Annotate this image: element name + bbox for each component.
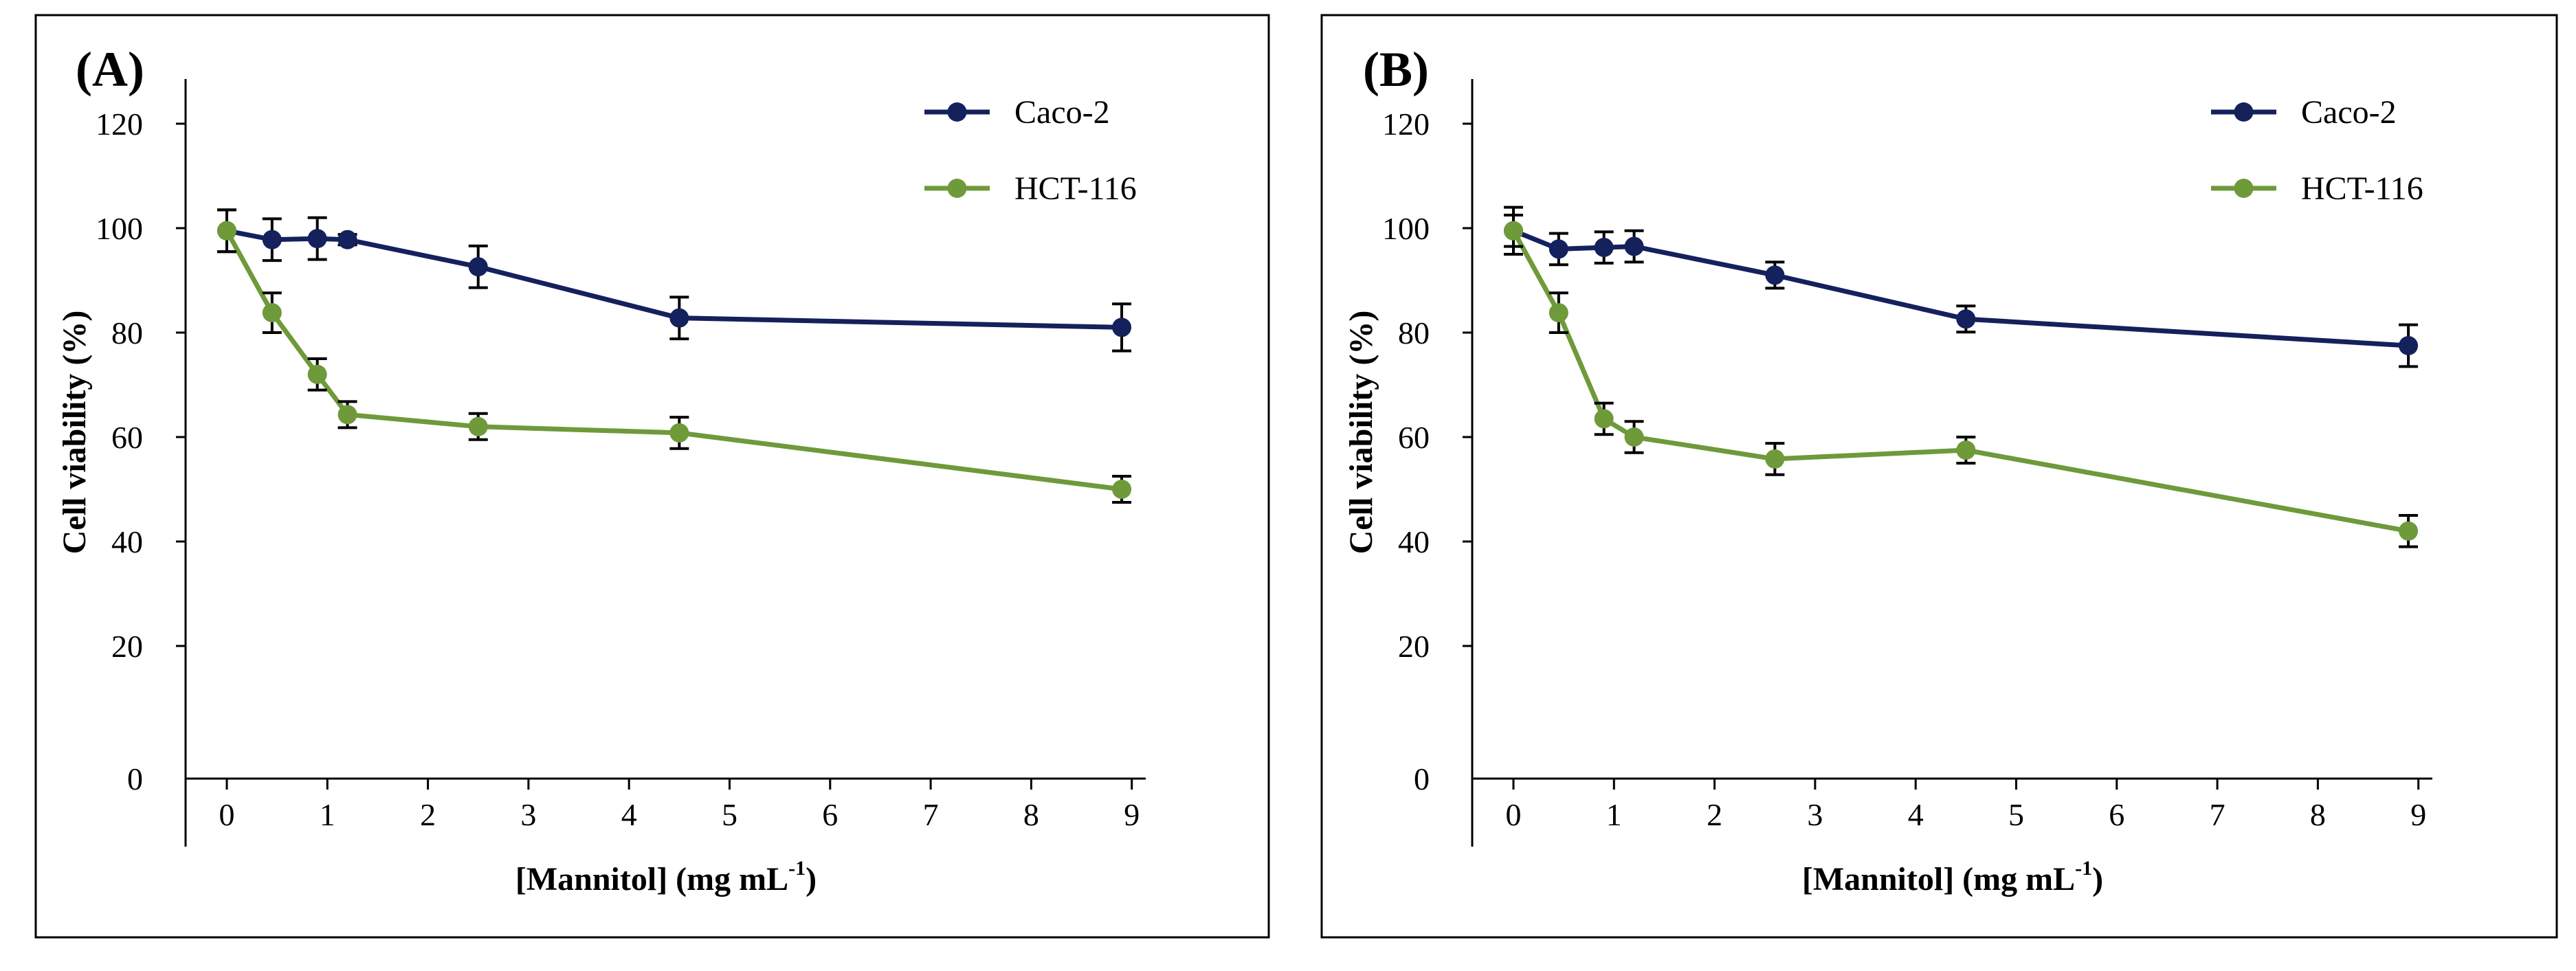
panel-a-x-tick-label: 8 [1023, 797, 1039, 832]
panel-a-x-tick-label: 9 [1124, 797, 1140, 832]
panel-b-caco-2-line [1512, 228, 2409, 348]
panel-b-x-tick-label: 3 [1807, 797, 1823, 832]
panel-b-x-tick-label: 1 [1606, 797, 1622, 832]
panel-a-x-axis-title: [Mannitol] (mg mL-1) [515, 857, 817, 897]
panel-a-caco-2-point [337, 230, 357, 249]
panel-a: (A) 0 20 40 60 80 100 120 0 1 2 3 4 5 6 7 8 9 Cell viab… [34, 14, 1270, 939]
panel-b-caco-2-point [2399, 336, 2419, 355]
panel-b-x-tick-label: 5 [2008, 797, 2024, 832]
panel-a-hct-116-point [307, 364, 327, 384]
panel-b-caco-2-point [1594, 238, 1614, 258]
panel-b-y-axis-title: Cell viability (%) [1343, 311, 1379, 555]
panel-b-y-tick-label: 80 [1398, 315, 1430, 350]
panel-b-y-tick-label: 20 [1398, 629, 1430, 664]
panel-b-hct-116-point [1594, 409, 1614, 429]
panel-b-x-tick-label: 4 [1908, 797, 1924, 832]
panel-b-hct-116-point [1765, 449, 1785, 469]
panel-b-caco-2-point [1956, 309, 1976, 329]
panel-b-hct-116-point [1548, 303, 1568, 323]
panel-a-caco-2-point [468, 257, 488, 277]
panel-a-x-tick-label: 1 [320, 797, 335, 832]
panel-b-x-tick-label: 7 [2210, 797, 2225, 832]
panel-b-caco-2-point [1765, 265, 1785, 285]
panel-a-y-tick-label: 60 [111, 420, 143, 455]
panel-a-y-tick-label: 40 [111, 524, 143, 559]
panel-a-hct-116-point [669, 423, 689, 443]
panel-b-x-tick-label: 6 [2109, 797, 2124, 832]
panel-b-x-tick-label: 8 [2310, 797, 2326, 832]
panel-b-hct-116-line [1511, 230, 2409, 534]
panel-a-label: (A) [76, 42, 144, 97]
panel-b: (B) 0 20 40 60 80 100 120 0 1 2 3 4 5 6 7 8 9 Cell viab… [1320, 14, 2558, 939]
panel-a-hct-116-point [217, 221, 236, 241]
panel-a-hct-116-point [468, 416, 488, 436]
panel-a-x-tick-label: 5 [722, 797, 737, 832]
panel-a-hct-116-point [337, 405, 357, 425]
panel-a-x-tick-label: 7 [923, 797, 939, 832]
panel-a-y-tick-label: 120 [96, 107, 143, 142]
panel-b-x-tick-label: 9 [2410, 797, 2426, 832]
panel-b-y-tick-label: 120 [1382, 107, 1430, 142]
panel-b-caco-2-point [1548, 239, 1568, 259]
panel-b-hct-116-point [1956, 440, 1976, 460]
panel-b-y-tick-label: 60 [1398, 420, 1430, 455]
panel-b-label: (B) [1363, 42, 1429, 97]
panel-a-x-tick-label: 0 [219, 797, 235, 832]
panel-b-y-tick-label: 0 [1414, 761, 1430, 796]
panel-a-legend-caco-2-label: Caco-2 [1014, 94, 1110, 131]
panel-b-y-ticks: 0 20 40 60 80 100 120 [1382, 107, 1472, 796]
panel-a-caco-2-point [262, 230, 282, 249]
panel-b-legend-hct-116-label: HCT-116 [2301, 170, 2423, 207]
panel-a-hct-116-line [224, 230, 1122, 492]
panel-b-hct-116-point [2399, 521, 2419, 541]
panel-a-legend-hct-116-label: HCT-116 [1014, 170, 1137, 207]
panel-a-frame [34, 14, 1270, 939]
panel-a-y-ticks: 0 20 40 60 80 100 120 [96, 107, 186, 796]
panel-a-hct-116-point [1112, 480, 1132, 499]
panel-a-caco-2-point [307, 229, 327, 249]
panel-b-frame [1320, 14, 2558, 939]
panel-a-legend-hct-116-marker [947, 179, 967, 198]
panel-a-hct-116-point [262, 303, 282, 323]
panel-b-x-tick-label: 0 [1506, 797, 1522, 832]
panel-a-y-tick-label: 80 [111, 315, 143, 350]
panel-b-legend-caco-2-marker [2234, 102, 2254, 122]
panel-a-x-tick-label: 4 [621, 797, 637, 832]
panel-b-x-axis-title: [Mannitol] (mg mL-1) [1802, 857, 2103, 897]
panel-a-legend-caco-2-marker [947, 102, 967, 122]
panel-a-y-tick-label: 0 [127, 761, 143, 796]
panel-b-hct-116-point [1624, 427, 1644, 447]
panel-a-y-tick-label: 100 [96, 211, 143, 246]
panel-b-legend: Caco-2 HCT-116 [2211, 94, 2423, 207]
panel-a-caco-2-point [1112, 317, 1132, 337]
panel-a-legend: Caco-2 HCT-116 [924, 94, 1137, 207]
panel-b-hct-116-point [1504, 221, 1523, 241]
panel-a-y-tick-label: 20 [111, 629, 143, 664]
panel-a-x-tick-label: 3 [520, 797, 536, 832]
panel-b-caco-2-point [1624, 236, 1644, 256]
panel-b-x-tick-label: 2 [1707, 797, 1722, 832]
panel-a-x-tick-label: 6 [822, 797, 838, 832]
panel-a-series [217, 208, 1132, 504]
panel-a-caco-2-point [669, 308, 689, 328]
panel-b-x-ticks: 0 1 2 3 4 5 6 7 8 9 [1506, 779, 2426, 832]
panel-b-legend-caco-2-label: Caco-2 [2301, 94, 2397, 131]
panel-a-x-ticks: 0 1 2 3 4 5 6 7 8 9 [219, 779, 1140, 832]
panel-a-x-tick-label: 2 [420, 797, 436, 832]
panel-b-y-tick-label: 100 [1382, 211, 1430, 246]
panel-b-series [1504, 205, 2419, 548]
panel-b-y-tick-label: 40 [1398, 524, 1430, 559]
panel-b-legend-hct-116-marker [2234, 179, 2254, 198]
panel-a-y-axis-title: Cell viability (%) [56, 311, 93, 555]
